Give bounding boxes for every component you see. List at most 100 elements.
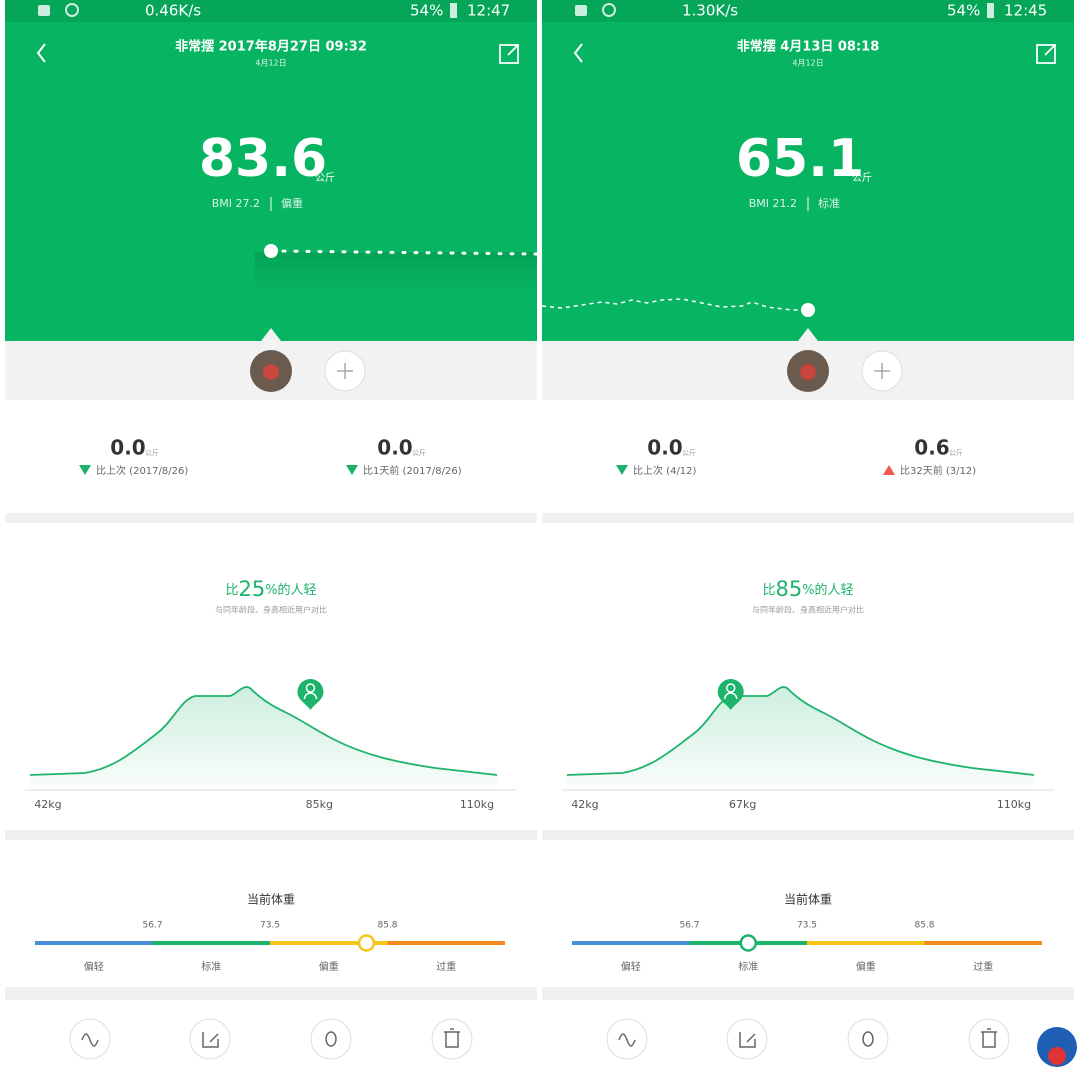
weight-unit: 公斤 (315, 172, 335, 184)
action-button[interactable] (847, 1018, 889, 1060)
pointer (261, 328, 281, 341)
change-unit: 公斤 (145, 448, 159, 457)
percentile-prefix: 比 (225, 583, 238, 598)
change-arrow (79, 465, 91, 475)
scale-threshold: 56.7 (679, 921, 699, 931)
trend-point (264, 244, 278, 258)
marker-icon (303, 692, 318, 700)
change-value: 0.0 (110, 436, 145, 460)
pointer (798, 328, 818, 341)
bmi-status: 偏重 (281, 196, 303, 210)
action-icon (444, 1028, 460, 1048)
scale-threshold: 85.8 (377, 921, 397, 931)
header (542, 0, 1074, 341)
marker-icon (725, 683, 736, 693)
change-unit: 公斤 (949, 448, 963, 457)
clock: 12:45 (1004, 2, 1047, 20)
change-unit: 公斤 (412, 448, 426, 457)
phone-panel: 0.46K/s 54% 12:47 非常摆 2017年8月27日 09:32 4月12日… (5, 0, 539, 1080)
scale-category: 标准 (738, 961, 758, 973)
change-arrow (616, 465, 628, 475)
percentile-suffix: %的人轻 (265, 582, 316, 598)
title: 非常摆 2017年8月27日 09:32 (175, 39, 367, 55)
comparison-card (542, 400, 1074, 513)
scale-card (5, 840, 537, 987)
action-icon (862, 1031, 874, 1047)
status-bar (542, 0, 1074, 22)
weight-value: 83.6 (199, 129, 327, 189)
distribution-curve (566, 686, 1035, 776)
title: 非常摆 4月13日 08:18 (737, 39, 880, 55)
battery-icon (987, 3, 994, 18)
distribution-tick-label: 67kg (729, 798, 756, 811)
action-button[interactable] (726, 1018, 768, 1060)
scale-category: 标准 (201, 961, 221, 973)
change-unit: 公斤 (682, 448, 696, 457)
battery-icon (450, 3, 457, 18)
distribution-marker (717, 679, 744, 710)
distribution-curve (29, 686, 498, 776)
percentile-note: 与同年龄段、身高相近用户对比 (215, 605, 327, 615)
scale-card (542, 840, 1074, 987)
trend-line (269, 249, 539, 256)
percentile-suffix: %的人轻 (802, 582, 853, 598)
action-icon (325, 1031, 337, 1047)
scale-category: 过重 (436, 960, 456, 973)
action-button[interactable] (310, 1018, 352, 1060)
distribution-area (30, 687, 497, 790)
scale-category: 偏轻 (621, 960, 641, 973)
scale-category: 过重 (973, 960, 993, 973)
change-value: 0.6 (914, 436, 949, 460)
plus-icon (337, 363, 353, 379)
action-icon (202, 1032, 219, 1048)
bmi: BMI 27.2 (212, 197, 260, 210)
back-button[interactable] (573, 43, 583, 63)
comparison-card (5, 400, 537, 513)
scale-marker (357, 934, 376, 952)
scale-threshold: 85.8 (914, 921, 934, 931)
weight-unit: 公斤 (852, 172, 872, 184)
distribution-tick-label: 85kg (306, 798, 333, 811)
status-icon (38, 5, 50, 16)
distribution-tick-label: 42kg (571, 798, 598, 811)
marker-icon (305, 683, 316, 693)
bmi: BMI 21.2 (749, 197, 797, 210)
action-icon (739, 1032, 756, 1048)
trend-shade (255, 252, 537, 312)
bmi-status: 标准 (818, 196, 840, 210)
share-button[interactable] (1036, 44, 1056, 64)
percentile-prefix: 比 (762, 583, 775, 598)
distribution-marker (297, 679, 324, 710)
change-label: 比上次 (2017/8/26) (96, 464, 188, 477)
scale-category: 偏重 (319, 960, 339, 973)
trend-point (801, 303, 815, 317)
battery: 54% (947, 2, 980, 20)
share-button[interactable] (499, 44, 519, 64)
percentile-note: 与同年龄段、身高相近用户对比 (752, 605, 864, 615)
badge-detail (1048, 1047, 1066, 1065)
status-icon (575, 5, 587, 16)
change-value: 0.0 (647, 436, 682, 460)
action-icon (618, 1033, 636, 1047)
action-icon (81, 1033, 99, 1047)
avatar-detail (800, 364, 816, 380)
back-button[interactable] (36, 43, 46, 63)
percentile-value: 85 (775, 577, 802, 601)
change-label: 比上次 (4/12) (633, 464, 697, 477)
status-icon (65, 3, 79, 17)
scale-category: 偏重 (856, 960, 876, 973)
net-speed: 0.46K/s (145, 2, 201, 20)
action-button[interactable] (189, 1018, 231, 1060)
change-arrow (883, 465, 895, 475)
avatar-detail (263, 364, 279, 380)
scale-category: 偏轻 (84, 960, 104, 973)
action-button[interactable] (431, 1018, 473, 1060)
weight-value: 65.1 (736, 129, 864, 189)
trend-line (541, 298, 808, 311)
action-button[interactable] (968, 1018, 1010, 1060)
status-icon (602, 3, 616, 17)
percentile-title: 比85%的人轻 (762, 577, 853, 601)
scale-marker (739, 934, 757, 952)
